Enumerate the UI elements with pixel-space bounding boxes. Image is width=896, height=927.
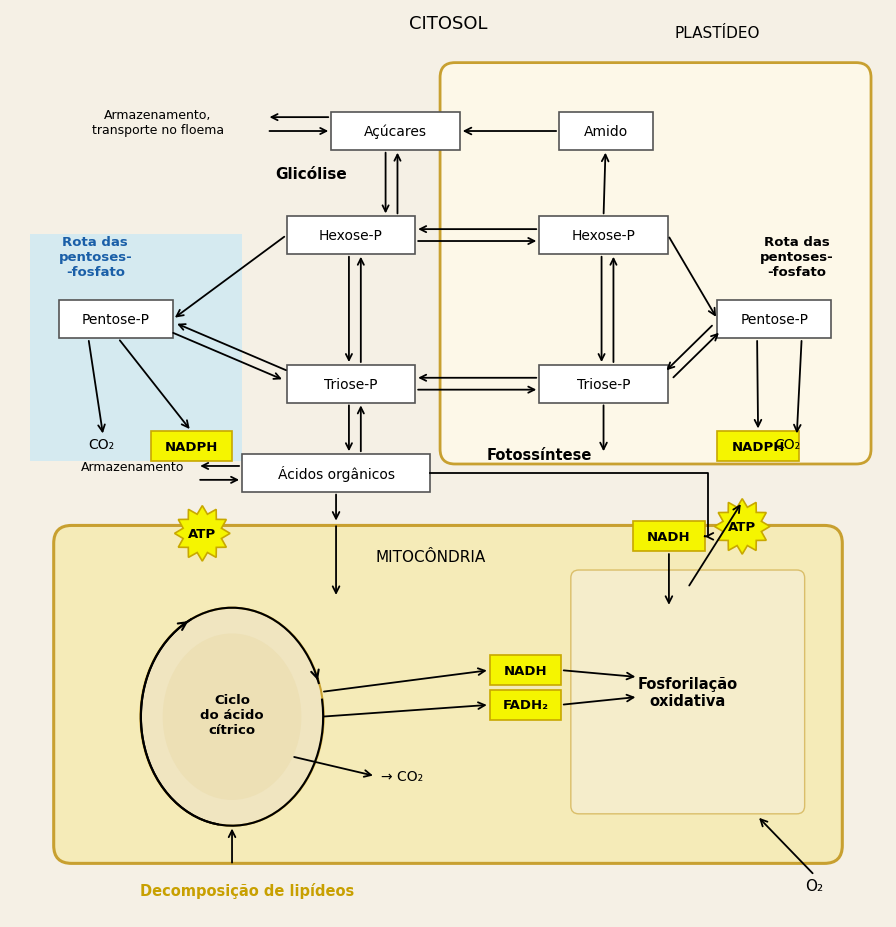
Bar [332,113,460,151]
Text: Armazenamento: Armazenamento [82,461,185,474]
Text: Glicólise: Glicólise [275,167,347,182]
Text: Rota das
pentoses-
-fosfato: Rota das pentoses- -fosfato [58,236,133,279]
Text: Hexose-P: Hexose-P [572,229,635,243]
Bar [489,655,561,685]
Text: Ácidos orgânicos: Ácidos orgânicos [278,465,394,481]
Text: Pentose-P: Pentose-P [740,313,808,327]
Text: NADH: NADH [504,664,547,677]
Bar [242,454,430,492]
Polygon shape [714,499,770,554]
Ellipse shape [141,608,323,826]
Text: Hexose-P: Hexose-P [319,229,383,243]
Text: ATP: ATP [728,520,756,533]
Polygon shape [175,506,230,562]
Text: → CO₂: → CO₂ [381,769,423,783]
Text: NADPH: NADPH [165,440,218,453]
FancyBboxPatch shape [571,570,805,814]
Text: Triose-P: Triose-P [324,377,377,391]
Text: Pentose-P: Pentose-P [82,313,150,327]
Bar [539,365,668,403]
Bar [151,432,232,462]
Bar [287,217,416,255]
FancyBboxPatch shape [695,235,868,462]
Text: CO₂: CO₂ [774,438,800,451]
Text: Decomposição de lipídeos: Decomposição de lipídeos [140,883,354,898]
Text: CITOSOL: CITOSOL [409,15,487,33]
Bar [539,217,668,255]
Text: FADH₂: FADH₂ [503,699,548,712]
Ellipse shape [163,634,301,800]
FancyBboxPatch shape [54,526,842,863]
Bar [287,365,416,403]
Bar [718,432,798,462]
Text: PLASTÍDEO: PLASTÍDEO [675,26,760,42]
Text: MITOCÔNDRIA: MITOCÔNDRIA [375,549,486,564]
Bar [58,301,173,338]
Text: NADH: NADH [647,530,691,543]
FancyBboxPatch shape [30,235,242,462]
Bar [633,522,704,552]
Text: CO₂: CO₂ [88,438,115,451]
Bar [489,691,561,720]
Text: Armazenamento,
transporte no floema: Armazenamento, transporte no floema [91,109,224,137]
Bar [559,113,653,151]
Text: ATP: ATP [188,527,216,540]
Text: O₂: O₂ [806,878,823,893]
Bar [718,301,831,338]
Text: Fotossíntese: Fotossíntese [487,447,592,462]
Text: Fosforilação
oxidativa: Fosforilação oxidativa [638,676,737,708]
Text: Rota das
pentoses-
-fosfato: Rota das pentoses- -fosfato [760,236,833,279]
Text: Ciclo
do ácido
cítrico: Ciclo do ácido cítrico [200,693,263,736]
Text: Triose-P: Triose-P [577,377,630,391]
FancyBboxPatch shape [440,64,871,464]
Text: Amido: Amido [584,125,628,139]
Text: NADPH: NADPH [731,440,785,453]
Text: Açúcares: Açúcares [364,124,427,139]
